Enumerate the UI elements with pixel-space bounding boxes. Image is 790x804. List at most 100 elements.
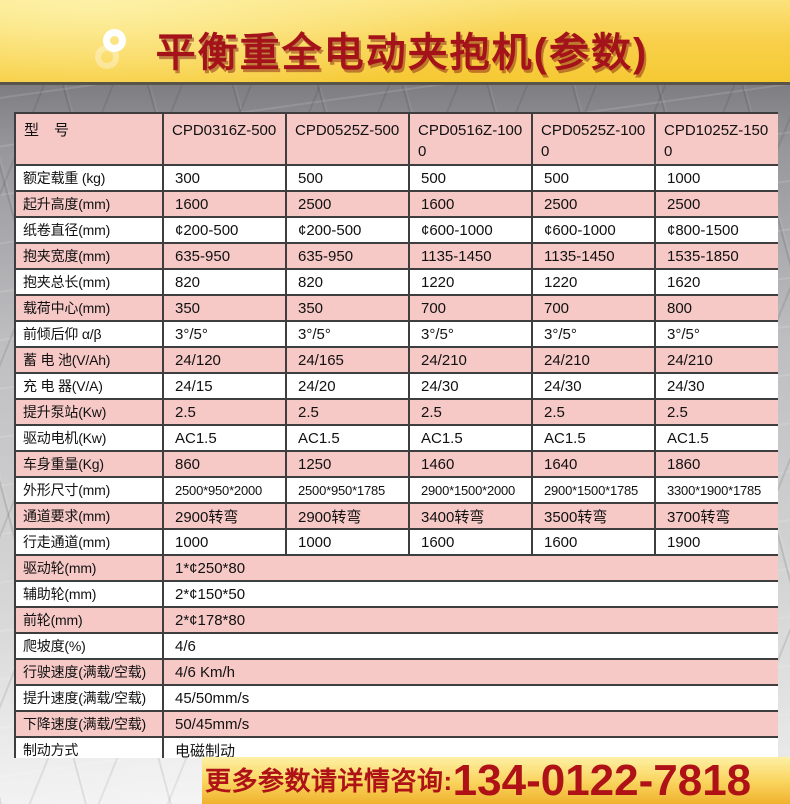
spec-value-cell: 1000 — [162, 528, 287, 556]
spec-row: 车身重量(Kg) 860 1250 1460 1640 1860 — [14, 450, 778, 478]
spec-value-cell: ¢600-1000 — [408, 216, 533, 244]
spec-label-cell: 前倾后仰 α/β — [14, 320, 164, 348]
model-name-cell: CPD1025Z-1500 — [654, 112, 778, 166]
spec-value-cell-merged: 1*¢250*80 — [162, 554, 778, 582]
spec-value-cell: 2900转弯 — [285, 502, 410, 530]
spec-value-cell: 2500*950*1785 — [285, 476, 410, 504]
spec-value-cell-merged: 2*¢178*80 — [162, 606, 778, 634]
spec-label-cell: 抱夹总长(mm) — [14, 268, 164, 296]
spec-value-cell: 1220 — [408, 268, 533, 296]
spec-value-cell: 2900转弯 — [162, 502, 287, 530]
spec-row: 辅助轮(mm) 2*¢150*50 — [14, 580, 778, 608]
spec-label-cell: 行走通道(mm) — [14, 528, 164, 556]
model-header-cell: 型 号 — [14, 112, 164, 166]
spec-label-cell: 前轮(mm) — [14, 606, 164, 634]
spec-row: 驱动轮(mm) 1*¢250*80 — [14, 554, 778, 582]
header-banner: 平衡重全电动夹抱机(参数) — [0, 0, 790, 85]
spec-row: 蓄 电 池(V/Ah) 24/120 24/165 24/210 24/210 … — [14, 346, 778, 374]
spec-value-cell: 2500 — [531, 190, 656, 218]
spec-value-cell: ¢200-500 — [285, 216, 410, 244]
spec-value-cell: 2.5 — [162, 398, 287, 426]
spec-row: 行驶速度(满载/空载) 4/6 Km/h — [14, 658, 778, 686]
spec-value-cell: 1600 — [408, 528, 533, 556]
spec-value-cell: 24/30 — [408, 372, 533, 400]
spec-value-cell: 3°/5° — [162, 320, 287, 348]
spec-value-cell: 1900 — [654, 528, 778, 556]
spec-value-cell: 24/210 — [531, 346, 656, 374]
spec-value-cell: 24/210 — [408, 346, 533, 374]
spec-value-cell: 800 — [654, 294, 778, 322]
spec-value-cell-merged: 50/45mm/s — [162, 710, 778, 738]
spec-value-cell: 3°/5° — [285, 320, 410, 348]
spec-value-cell: 24/165 — [285, 346, 410, 374]
spec-value-cell: 2.5 — [531, 398, 656, 426]
spec-value-cell: ¢200-500 — [162, 216, 287, 244]
spec-row: 外形尺寸(mm) 2500*950*2000 2500*950*1785 290… — [14, 476, 778, 504]
spec-value-cell: 24/15 — [162, 372, 287, 400]
model-name-cell: CPD0525Z-500 — [285, 112, 410, 166]
spec-label-cell: 充 电 器(V/A) — [14, 372, 164, 400]
spec-label-cell: 提升速度(满载/空载) — [14, 684, 164, 712]
spec-row: 提升速度(满载/空载) 45/50mm/s — [14, 684, 778, 712]
spec-table: 型 号 CPD0316Z-500 CPD0525Z-500 CPD0516Z-1… — [14, 112, 778, 758]
model-name-cell: CPD0525Z-1000 — [531, 112, 656, 166]
spec-value-cell-merged: 45/50mm/s — [162, 684, 778, 712]
spec-value-cell: 635-950 — [285, 242, 410, 270]
footer-phone-number: 134-0122-7818 — [452, 755, 752, 804]
spec-label-cell: 爬坡度(%) — [14, 632, 164, 660]
spec-row: 充 电 器(V/A) 24/15 24/20 24/30 24/30 24/30 — [14, 372, 778, 400]
spec-label-cell: 车身重量(Kg) — [14, 450, 164, 478]
spec-label-cell: 起升高度(mm) — [14, 190, 164, 218]
spec-value-cell: 2500 — [654, 190, 778, 218]
spec-row: 纸卷直径(mm) ¢200-500 ¢200-500 ¢600-1000 ¢60… — [14, 216, 778, 244]
spec-value-cell: 820 — [162, 268, 287, 296]
spec-value-cell: 500 — [531, 164, 656, 192]
spec-value-cell: 24/210 — [654, 346, 778, 374]
spec-value-cell: 500 — [285, 164, 410, 192]
spec-value-cell: 3500转弯 — [531, 502, 656, 530]
spec-value-cell: 3300*1900*1785 — [654, 476, 778, 504]
spec-value-cell: 1135-1450 — [408, 242, 533, 270]
spec-value-cell: 3°/5° — [408, 320, 533, 348]
spec-row: 爬坡度(%) 4/6 — [14, 632, 778, 660]
spec-value-cell: 350 — [285, 294, 410, 322]
spec-value-cell: 1220 — [531, 268, 656, 296]
spec-row: 制动方式 电磁制动 — [14, 736, 778, 758]
spec-row: 前倾后仰 α/β 3°/5° 3°/5° 3°/5° 3°/5° 3°/5° — [14, 320, 778, 348]
spec-label-cell: 驱动轮(mm) — [14, 554, 164, 582]
spec-value-cell: 2900*1500*1785 — [531, 476, 656, 504]
spec-value-cell: 2.5 — [285, 398, 410, 426]
spec-label-cell: 行驶速度(满载/空载) — [14, 658, 164, 686]
spec-value-cell: 2500 — [285, 190, 410, 218]
spec-value-cell: AC1.5 — [654, 424, 778, 452]
spec-row: 载荷中心(mm) 350 350 700 700 800 — [14, 294, 778, 322]
spec-value-cell-merged: 电磁制动 — [162, 736, 778, 758]
spec-value-cell-merged: 2*¢150*50 — [162, 580, 778, 608]
spec-value-cell: AC1.5 — [408, 424, 533, 452]
spec-value-cell: 1620 — [654, 268, 778, 296]
spec-value-cell: 700 — [408, 294, 533, 322]
spec-value-cell: 350 — [162, 294, 287, 322]
spec-row: 行走通道(mm) 1000 1000 1600 1600 1900 — [14, 528, 778, 556]
spec-value-cell: 3400转弯 — [408, 502, 533, 530]
spec-value-cell: 24/20 — [285, 372, 410, 400]
spec-label-cell: 通道要求(mm) — [14, 502, 164, 530]
spec-value-cell: ¢600-1000 — [531, 216, 656, 244]
ring-icon — [103, 29, 126, 52]
spec-value-cell: 24/30 — [654, 372, 778, 400]
spec-value-cell: 1600 — [531, 528, 656, 556]
spec-value-cell: AC1.5 — [162, 424, 287, 452]
footer-contact-label: 更多参数请详情咨询: — [205, 765, 453, 796]
spec-value-cell: 635-950 — [162, 242, 287, 270]
spec-row: 通道要求(mm) 2900转弯 2900转弯 3400转弯 3500转弯 370… — [14, 502, 778, 530]
spec-value-cell: 2500*950*2000 — [162, 476, 287, 504]
spec-label-cell: 抱夹宽度(mm) — [14, 242, 164, 270]
spec-value-cell: 3°/5° — [654, 320, 778, 348]
spec-value-cell: 2900*1500*2000 — [408, 476, 533, 504]
spec-value-cell: 2.5 — [654, 398, 778, 426]
spec-row: 驱动电机(Kw) AC1.5 AC1.5 AC1.5 AC1.5 AC1.5 — [14, 424, 778, 452]
spec-value-cell: 1000 — [285, 528, 410, 556]
spec-value-cell: ¢800-1500 — [654, 216, 778, 244]
spec-value-cell: 24/120 — [162, 346, 287, 374]
